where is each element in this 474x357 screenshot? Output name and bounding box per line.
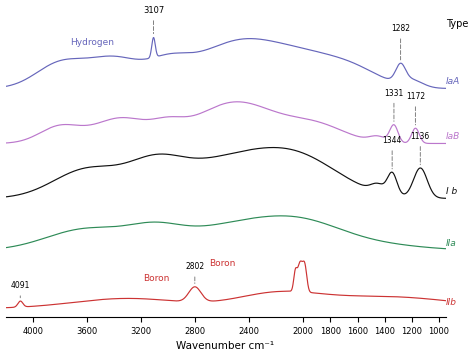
Text: I b: I b <box>446 187 457 196</box>
Text: 1331: 1331 <box>384 89 403 121</box>
Text: 1344: 1344 <box>383 136 402 169</box>
Text: IaB: IaB <box>446 132 460 141</box>
Text: IaA: IaA <box>446 77 460 86</box>
Text: IIa: IIa <box>446 239 457 248</box>
Text: 4091: 4091 <box>10 281 30 298</box>
Text: 1172: 1172 <box>406 92 425 125</box>
Text: Type: Type <box>446 19 469 29</box>
Text: Boron: Boron <box>209 259 235 268</box>
Text: IIb: IIb <box>446 298 457 307</box>
Text: 3107: 3107 <box>143 6 164 34</box>
Text: Hydrogen: Hydrogen <box>70 38 114 47</box>
Text: 2802: 2802 <box>185 262 204 283</box>
Text: 1136: 1136 <box>410 132 430 165</box>
Text: Boron: Boron <box>143 274 169 283</box>
X-axis label: Wavenumber cm⁻¹: Wavenumber cm⁻¹ <box>176 341 274 351</box>
Text: 1282: 1282 <box>391 24 410 60</box>
